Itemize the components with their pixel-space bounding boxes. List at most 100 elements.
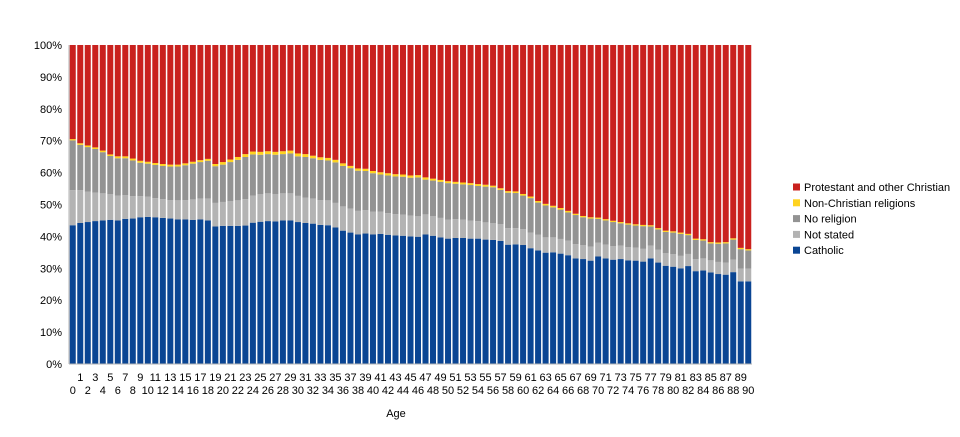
bar-segment bbox=[572, 244, 579, 259]
bar-segment bbox=[362, 171, 369, 211]
bar-segment bbox=[662, 45, 669, 231]
x-tick-label: 14 bbox=[172, 385, 184, 397]
bar-segment bbox=[460, 219, 467, 238]
bar-segment bbox=[602, 219, 609, 221]
bar-segment bbox=[497, 189, 504, 225]
bar-segment bbox=[640, 45, 647, 225]
bar-segment bbox=[572, 213, 579, 216]
x-tick-label: 84 bbox=[697, 385, 709, 397]
bar-segment bbox=[264, 154, 271, 194]
bar-segment bbox=[572, 258, 579, 364]
bar-segment bbox=[144, 196, 151, 217]
bar-segment bbox=[580, 217, 587, 246]
bar-segment bbox=[520, 229, 527, 246]
bar-segment bbox=[219, 225, 226, 364]
bar-segment bbox=[745, 268, 752, 282]
legend-label: Catholic bbox=[804, 245, 844, 257]
x-tick-label: 37 bbox=[344, 372, 356, 384]
bar-segment bbox=[437, 45, 444, 180]
bar-segment bbox=[197, 198, 204, 220]
bar-segment bbox=[722, 262, 729, 275]
bar-segment bbox=[399, 214, 406, 236]
x-tick-label: 3 bbox=[92, 372, 98, 384]
x-tick-label: 43 bbox=[389, 372, 401, 384]
bar-segment bbox=[677, 255, 684, 269]
bar-segment bbox=[542, 205, 549, 238]
bar-segment bbox=[445, 238, 452, 364]
bar-segment bbox=[482, 186, 489, 223]
x-tick-label: 24 bbox=[247, 385, 259, 397]
bar-segment bbox=[647, 45, 654, 226]
bar-segment bbox=[339, 230, 346, 364]
bar-segment bbox=[264, 151, 271, 155]
bar-segment bbox=[332, 202, 339, 228]
bar-segment bbox=[264, 193, 271, 222]
bar-segment bbox=[242, 156, 249, 200]
bar-segment bbox=[332, 159, 339, 163]
x-tick-label: 13 bbox=[164, 372, 176, 384]
bar-segment bbox=[422, 177, 429, 180]
bar-segment bbox=[189, 45, 196, 162]
bar-segment bbox=[137, 160, 144, 163]
bar-segment bbox=[227, 200, 234, 226]
bar-segment bbox=[737, 281, 744, 364]
legend-swatch bbox=[793, 215, 800, 223]
bar-segment bbox=[557, 45, 564, 209]
bar-segment bbox=[77, 143, 84, 145]
bar-segment bbox=[482, 239, 489, 364]
bar-segment bbox=[324, 157, 331, 161]
x-tick-label: 66 bbox=[562, 385, 574, 397]
bar-segment bbox=[407, 175, 414, 178]
x-tick-label: 51 bbox=[449, 372, 461, 384]
bar-segment bbox=[197, 45, 204, 161]
bar-segment bbox=[279, 151, 286, 155]
x-tick-label: 90 bbox=[742, 385, 754, 397]
bar-segment bbox=[535, 200, 542, 203]
bar-segment bbox=[557, 253, 564, 364]
bar-segment bbox=[392, 176, 399, 215]
bar-segment bbox=[204, 158, 211, 161]
x-tick-label: 62 bbox=[532, 385, 544, 397]
bar-segment bbox=[460, 238, 467, 364]
bar-segment bbox=[234, 45, 241, 157]
bar-segment bbox=[640, 224, 647, 227]
bar-segment bbox=[92, 147, 99, 149]
legend-swatch bbox=[793, 230, 800, 238]
bar-segment bbox=[212, 45, 219, 164]
x-tick-label: 39 bbox=[359, 372, 371, 384]
bar-segment bbox=[69, 225, 76, 364]
bar-segment bbox=[632, 225, 639, 248]
x-tick-label: 15 bbox=[179, 372, 191, 384]
bar-segment bbox=[670, 266, 677, 364]
bar-segment bbox=[505, 192, 512, 229]
bar-segment bbox=[114, 195, 121, 221]
bar-segment bbox=[415, 175, 421, 178]
bar-segment bbox=[114, 220, 121, 364]
x-tick-label: 23 bbox=[239, 372, 251, 384]
bar-segment bbox=[512, 193, 519, 229]
bar-segment bbox=[174, 45, 181, 165]
bar-segment bbox=[339, 165, 346, 207]
x-tick-label: 55 bbox=[479, 372, 491, 384]
bar-segment bbox=[167, 45, 174, 165]
x-tick-label: 42 bbox=[382, 385, 394, 397]
bar-segment bbox=[114, 156, 121, 159]
x-tick-label: 33 bbox=[314, 372, 326, 384]
y-tick-label: 80% bbox=[40, 104, 62, 116]
bar-segment bbox=[677, 45, 684, 233]
bar-segment bbox=[445, 183, 452, 220]
bar-segment bbox=[692, 45, 699, 239]
bar-segment bbox=[670, 231, 677, 233]
x-tick-label: 71 bbox=[600, 372, 612, 384]
bar-segment bbox=[392, 45, 399, 175]
bar-segment bbox=[647, 258, 654, 364]
bar-segment bbox=[610, 45, 617, 221]
bar-segment bbox=[354, 210, 361, 235]
x-tick-label: 41 bbox=[374, 372, 386, 384]
bar-segment bbox=[242, 199, 249, 226]
x-tick-label: 54 bbox=[472, 385, 484, 397]
x-tick-label: 35 bbox=[329, 372, 341, 384]
legend-swatch bbox=[793, 246, 800, 254]
bar-segment bbox=[685, 253, 692, 267]
bar-segment bbox=[452, 238, 459, 364]
